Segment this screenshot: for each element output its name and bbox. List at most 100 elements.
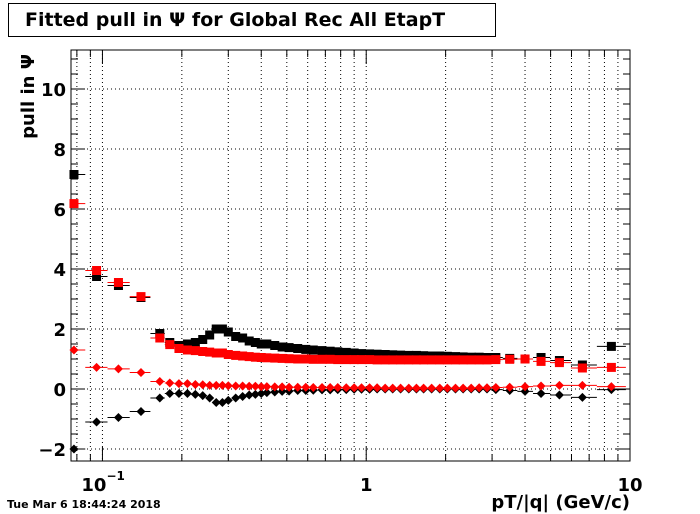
diamond-marker (113, 364, 123, 374)
square-marker (270, 341, 280, 350)
diamond-marker (466, 383, 476, 393)
diamond-marker (211, 380, 221, 390)
diamond-marker (474, 383, 484, 393)
square-marker (69, 170, 79, 179)
diamond-marker (520, 386, 530, 396)
diamond-marker (396, 383, 406, 393)
diamond-marker (419, 383, 429, 393)
square-marker (357, 355, 367, 365)
square-marker (190, 338, 200, 347)
square-marker (341, 347, 351, 357)
plot-frame (70, 49, 631, 462)
square-marker (217, 348, 227, 358)
x-tick-label: 1 (360, 475, 373, 496)
diamond-marker (372, 383, 382, 393)
y-tick-label: 10 (41, 80, 66, 101)
diamond-marker (155, 377, 165, 386)
x-tick-label: 10 (617, 475, 642, 496)
square-marker (357, 349, 367, 359)
square-marker (388, 350, 398, 360)
square-marker (136, 292, 146, 302)
square-marker (92, 266, 102, 275)
square-marker (223, 350, 233, 359)
square-marker (520, 354, 530, 364)
square-marker (198, 347, 208, 356)
diamond-marker (174, 389, 184, 398)
diamond-marker (92, 417, 102, 427)
square-marker (211, 324, 221, 334)
diamond-marker (577, 392, 587, 402)
square-marker (231, 332, 241, 341)
square-marker (333, 347, 343, 357)
square-marker (256, 353, 266, 362)
diamond-marker (380, 383, 390, 393)
square-marker (205, 347, 215, 357)
square-marker (205, 330, 215, 340)
square-marker (411, 355, 421, 365)
y-tick-label: −2 (38, 440, 66, 461)
diamond-marker (270, 387, 280, 397)
diamond-marker (505, 382, 515, 392)
square-marker (308, 354, 318, 364)
diamond-marker (231, 393, 241, 403)
square-marker (372, 349, 382, 359)
diamond-marker (388, 383, 398, 393)
square-marker (317, 354, 327, 364)
square-marker (262, 353, 272, 363)
diamond-marker (136, 368, 146, 377)
square-marker (536, 356, 546, 366)
y-tick-label: 8 (53, 140, 66, 161)
diamond-marker (238, 392, 248, 401)
square-marker (341, 355, 351, 365)
square-marker (69, 199, 79, 209)
diamond-marker (284, 382, 294, 392)
x-tick-label-exponent: −1 (106, 469, 124, 483)
diamond-marker (155, 393, 165, 403)
square-marker (427, 355, 437, 365)
square-marker (223, 327, 233, 337)
diamond-marker (244, 381, 254, 391)
square-marker (211, 348, 221, 358)
square-marker (244, 352, 254, 362)
diamond-marker (554, 380, 564, 390)
diamond-marker (293, 382, 303, 392)
square-marker (155, 333, 165, 343)
square-marker (466, 355, 476, 365)
square-marker (505, 354, 515, 364)
diamond-marker (536, 381, 546, 391)
square-marker (277, 342, 287, 352)
diamond-marker (536, 389, 546, 398)
square-marker (301, 344, 311, 354)
square-marker (365, 349, 375, 359)
diamond-marker (211, 398, 221, 407)
square-marker (396, 355, 406, 365)
square-marker (458, 355, 468, 365)
diamond-marker (450, 383, 460, 393)
diamond-marker (482, 383, 492, 393)
diamond-marker (92, 362, 102, 372)
square-marker (435, 355, 445, 365)
timestamp: Tue Mar 6 18:44:24 2018 (7, 498, 161, 511)
diamond-marker (198, 380, 208, 390)
square-marker (293, 344, 303, 353)
square-marker (238, 333, 248, 343)
grid-layer (71, 50, 631, 461)
marker-layer (69, 170, 626, 454)
diamond-marker (190, 389, 200, 399)
diamond-marker (301, 382, 311, 392)
diamond-marker (205, 380, 215, 390)
square-marker (165, 340, 175, 350)
diamond-marker (554, 390, 564, 400)
diamond-marker (69, 345, 79, 355)
diamond-marker (223, 381, 233, 391)
square-marker (365, 355, 375, 365)
diamond-marker (606, 382, 616, 392)
diamond-marker (270, 382, 280, 392)
square-marker (349, 355, 359, 365)
diamond-marker (256, 382, 266, 392)
diamond-marker (427, 383, 437, 393)
diamond-marker (458, 383, 468, 393)
square-marker (92, 272, 102, 281)
square-marker (396, 350, 406, 360)
